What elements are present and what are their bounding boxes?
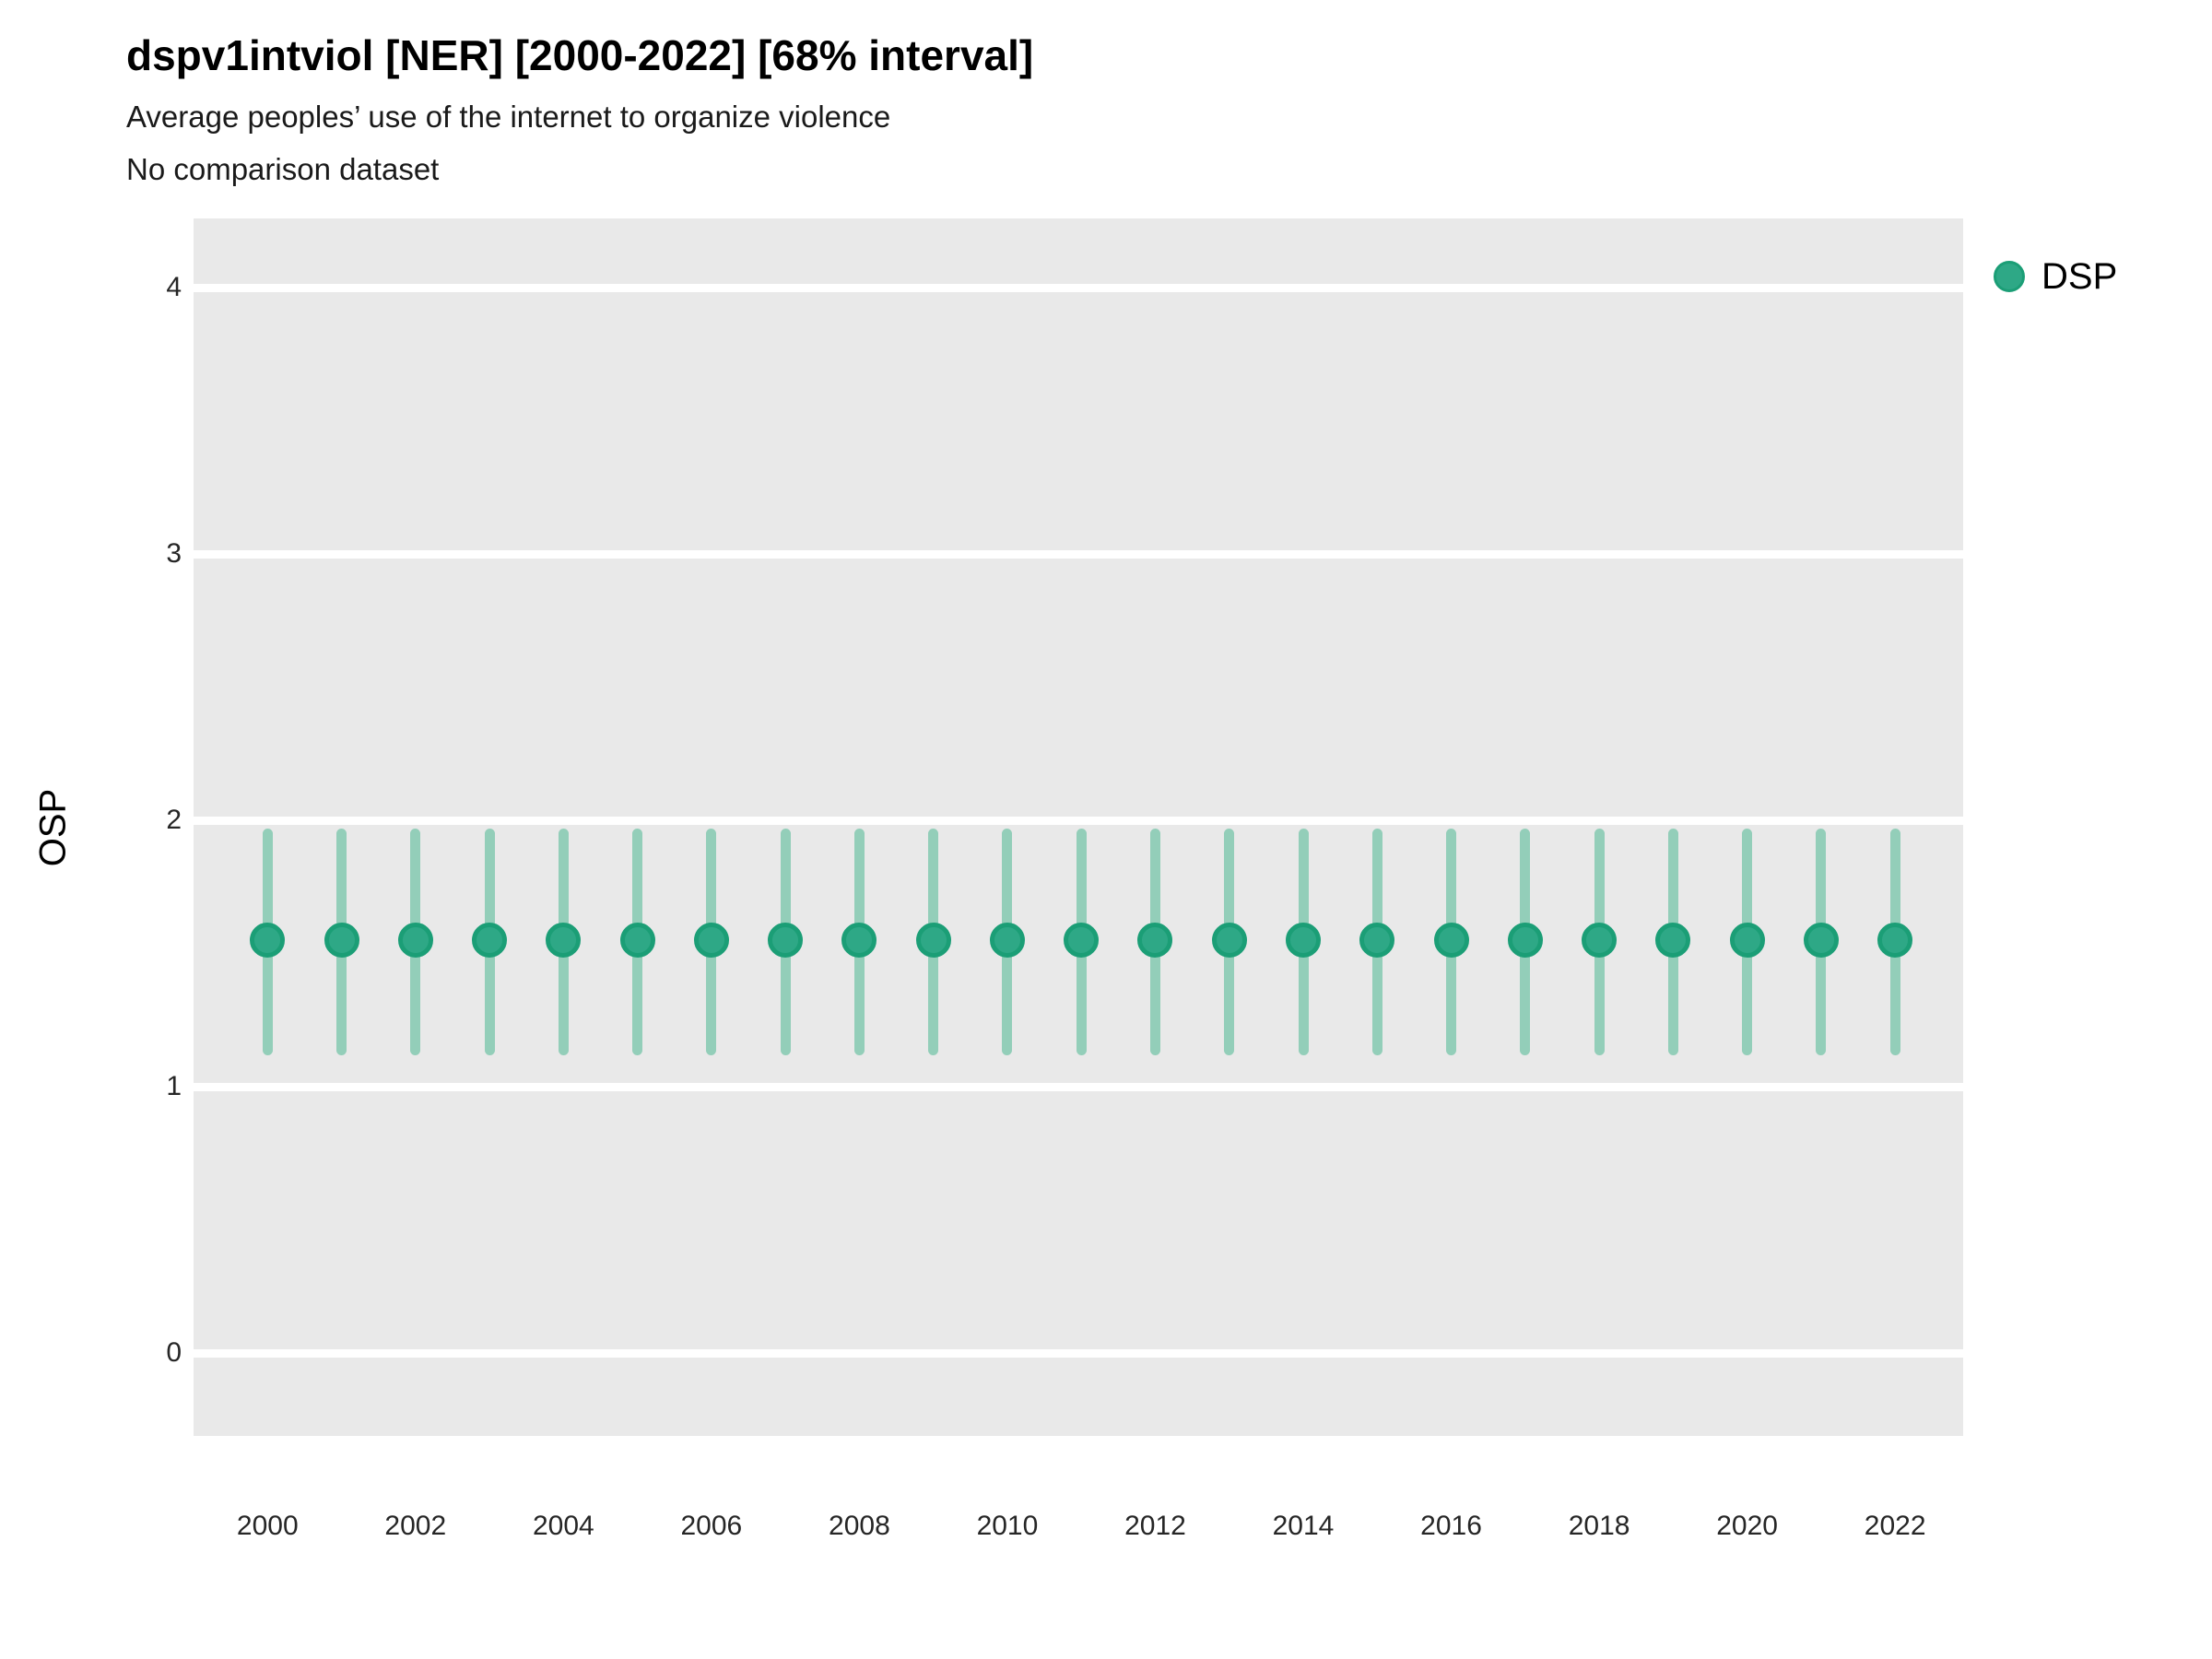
data-point-2020 <box>1729 923 1765 959</box>
y-tick-label-4: 4 <box>166 272 182 303</box>
gridline-y-4 <box>194 283 1963 292</box>
data-point-2000 <box>250 923 286 959</box>
x-tick-label-2012: 2012 <box>1124 1511 1186 1541</box>
data-point-2022 <box>1877 923 1913 959</box>
y-tick-label-2: 2 <box>166 805 182 836</box>
legend-point-icon <box>1994 261 2025 292</box>
data-point-2011 <box>1064 923 1100 959</box>
data-point-2005 <box>619 923 655 959</box>
chart-subtitle: Average peoples’ use of the internet to … <box>126 100 891 134</box>
data-point-2018 <box>1582 923 1618 959</box>
data-point-2006 <box>693 923 729 959</box>
data-point-2015 <box>1359 923 1395 959</box>
y-tick-label-0: 0 <box>166 1337 182 1369</box>
gridline-y-2 <box>194 816 1963 825</box>
x-tick-label-2010: 2010 <box>976 1511 1039 1541</box>
x-tick-label-2014: 2014 <box>1272 1511 1335 1541</box>
x-tick-label-2016: 2016 <box>1420 1511 1482 1541</box>
data-point-2010 <box>989 923 1025 959</box>
x-tick-label-2018: 2018 <box>1568 1511 1630 1541</box>
plot-area <box>194 218 1963 1436</box>
x-tick-label-2020: 2020 <box>1716 1511 1778 1541</box>
x-tick-label-2008: 2008 <box>829 1511 890 1541</box>
x-tick-label-2002: 2002 <box>384 1511 447 1541</box>
legend: DSP <box>1994 254 2117 299</box>
data-point-2008 <box>841 923 877 959</box>
chart-subtitle-secondary: No comparison dataset <box>126 152 440 186</box>
data-point-2014 <box>1286 923 1321 959</box>
data-point-2017 <box>1507 923 1543 959</box>
data-point-2007 <box>768 923 804 959</box>
x-tick-label-2000: 2000 <box>236 1511 299 1541</box>
data-point-2009 <box>915 923 951 959</box>
data-point-2003 <box>472 923 508 959</box>
x-tick-label-2004: 2004 <box>532 1511 594 1541</box>
data-point-2004 <box>546 923 582 959</box>
gridline-y-1 <box>194 1082 1963 1091</box>
data-point-2001 <box>324 923 359 959</box>
gridline-y-3 <box>194 549 1963 559</box>
data-point-2016 <box>1433 923 1469 959</box>
data-point-2021 <box>1803 923 1839 959</box>
gridline-y-0 <box>194 1348 1963 1358</box>
y-tick-label-1: 1 <box>166 1071 182 1102</box>
data-point-2019 <box>1655 923 1691 959</box>
y-tick-label-3: 3 <box>166 538 182 570</box>
data-point-2013 <box>1211 923 1247 959</box>
x-tick-label-2022: 2022 <box>1864 1511 1926 1541</box>
chart-title: dspv1intviol [NER] [2000-2022] [68% inte… <box>126 31 1034 79</box>
data-point-2002 <box>397 923 433 959</box>
data-point-2012 <box>1137 923 1173 959</box>
x-tick-label-2006: 2006 <box>680 1511 743 1541</box>
legend-item-label: DSP <box>2041 256 2118 297</box>
